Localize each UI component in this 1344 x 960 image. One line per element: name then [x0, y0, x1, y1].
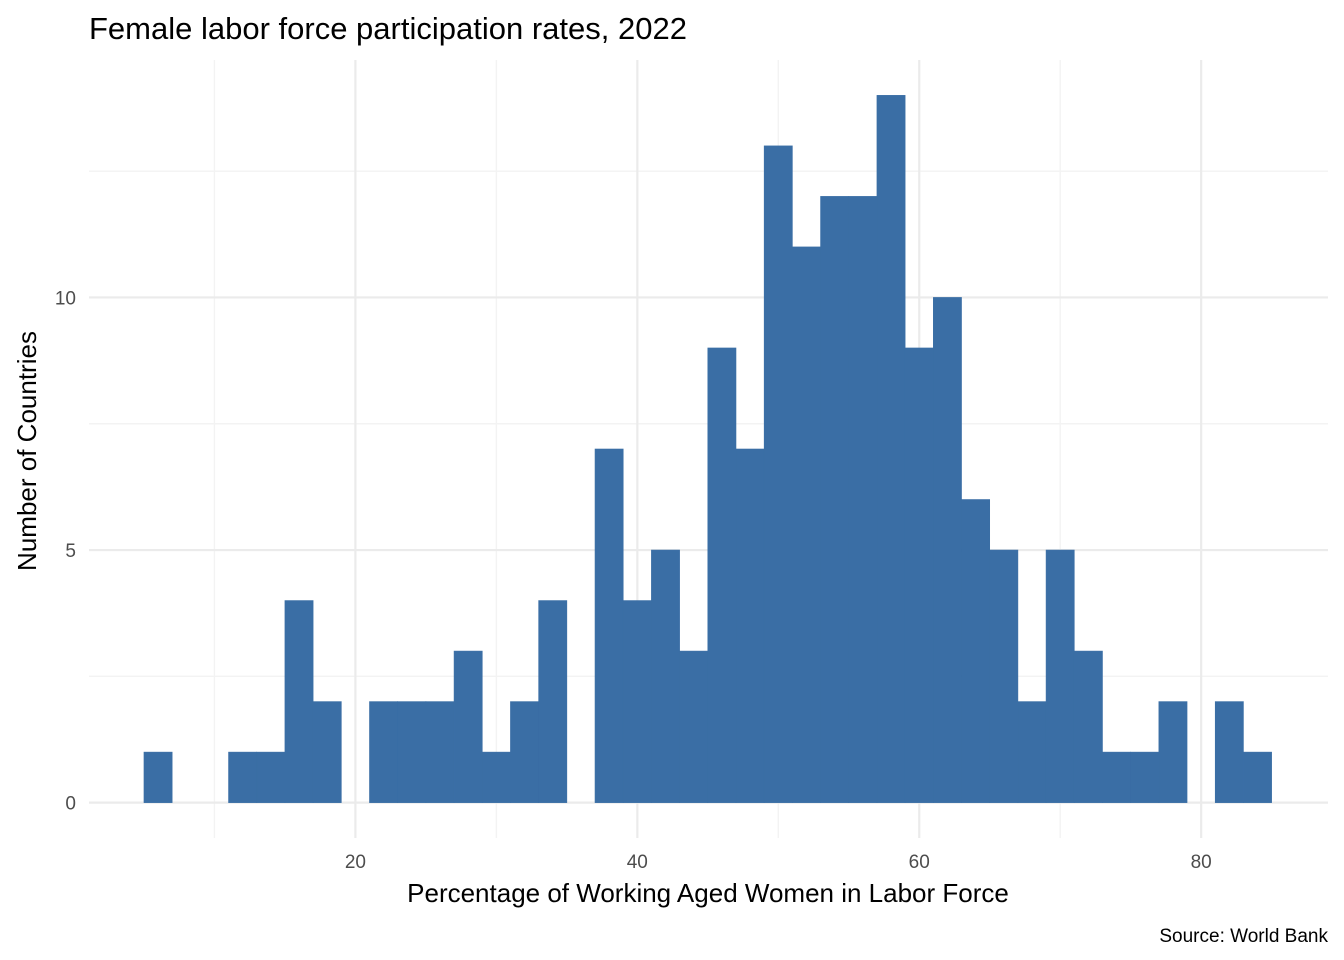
x-tick-label: 80: [1191, 852, 1212, 873]
histogram-bar: [989, 549, 1019, 803]
histogram-bar: [284, 600, 314, 803]
histogram-bar: [1045, 549, 1075, 803]
histogram-bar: [876, 95, 906, 803]
y-axis-title: Number of Countries: [12, 331, 42, 571]
histogram-bar: [961, 499, 991, 803]
histogram-bar: [425, 701, 455, 803]
y-axis-ticks: 0 5 10: [55, 288, 76, 814]
histogram-bar: [397, 701, 427, 803]
histogram-bar: [763, 145, 793, 803]
histogram-bars: [143, 95, 1272, 803]
histogram-bar: [651, 549, 680, 803]
histogram-bar: [256, 751, 286, 803]
histogram-bar: [1243, 751, 1272, 803]
x-tick-label: 20: [345, 852, 366, 873]
histogram-bar: [1214, 701, 1244, 803]
histogram-bar: [1102, 751, 1131, 803]
x-axis-ticks: 20 40 60 80: [345, 852, 1212, 873]
histogram-bar: [933, 297, 962, 803]
histogram-bar: [369, 701, 398, 803]
histogram-bar: [622, 600, 652, 803]
histogram-bar: [792, 246, 821, 803]
histogram-bar: [1073, 650, 1103, 803]
histogram-bar: [1017, 701, 1047, 803]
histogram-bar: [594, 448, 624, 803]
histogram-bar: [228, 751, 258, 803]
histogram-bar: [481, 751, 511, 803]
histogram-bar: [510, 701, 539, 803]
x-tick-label: 40: [627, 852, 648, 873]
histogram-bar: [453, 650, 483, 803]
y-tick-label: 0: [65, 794, 76, 815]
histogram-bar: [312, 701, 342, 803]
histogram-bar: [735, 448, 765, 803]
x-axis-title: Percentage of Working Aged Women in Labo…: [407, 878, 1009, 908]
y-tick-label: 10: [55, 288, 76, 309]
histogram-bar: [538, 600, 568, 803]
chart-title: Female labor force participation rates, …: [89, 11, 687, 46]
histogram-bar: [143, 751, 173, 803]
histogram-bar: [820, 196, 850, 803]
histogram-bar: [904, 347, 934, 803]
histogram-bar: [679, 650, 709, 803]
histogram-bar: [848, 196, 878, 803]
y-tick-label: 5: [65, 541, 76, 562]
x-tick-label: 60: [909, 852, 930, 873]
histogram-bar: [1130, 751, 1160, 803]
chart-caption: Source: World Bank: [1159, 926, 1328, 947]
histogram-bar: [707, 347, 737, 803]
histogram-bar: [1158, 701, 1188, 803]
